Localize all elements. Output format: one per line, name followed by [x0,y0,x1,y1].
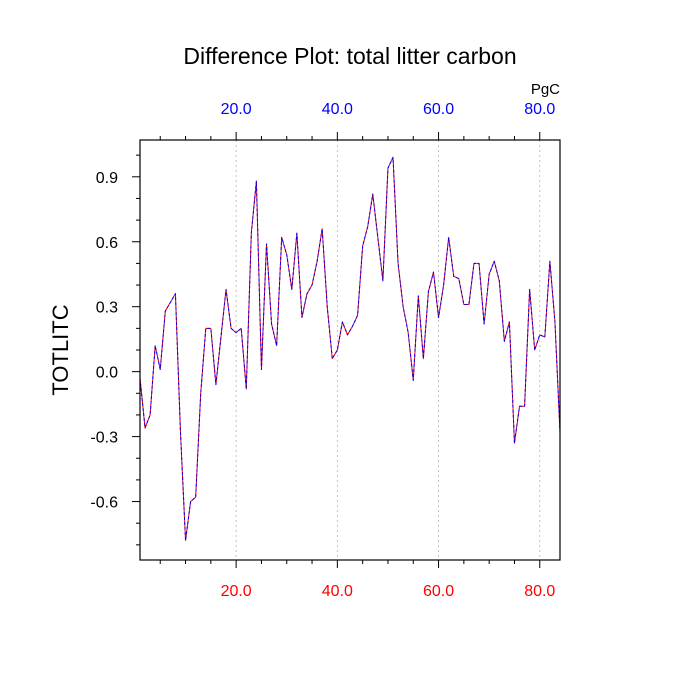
gridlines [235,140,541,560]
y-axis-label: TOTLITC [48,304,73,395]
y-tick-label: 0.9 [96,170,118,187]
x-tick-label-bottom: 20.0 [221,583,252,600]
series-line-blue [139,156,561,542]
y-tick-label: -0.6 [90,495,118,512]
y-tick-label: 0.0 [96,365,118,382]
units-label: PgC [531,81,560,98]
x-tick-label-bottom: 60.0 [423,583,454,600]
x-tick-label-top: 40.0 [322,101,353,118]
tick-labels: 20.0 40.0 60.0 80.0 20.0 40.0 60.0 80.0 -0.6 -0.3… [90,101,555,600]
x-tick-label-bottom: 40.0 [322,583,353,600]
axes [132,132,561,568]
series-layer [139,156,561,542]
x-tick-label-top: 60.0 [423,101,454,118]
x-tick-label-top: 80.0 [524,101,555,118]
series-line-red [139,156,561,542]
chart-title: Difference Plot: total litter carbon [183,43,516,69]
plot-frame [139,139,561,561]
y-tick-label: 0.3 [96,300,118,317]
y-tick-label: -0.3 [90,430,118,447]
y-tick-label: 0.6 [96,235,118,252]
x-tick-label-bottom: 80.0 [524,583,555,600]
x-tick-label-top: 20.0 [221,101,252,118]
